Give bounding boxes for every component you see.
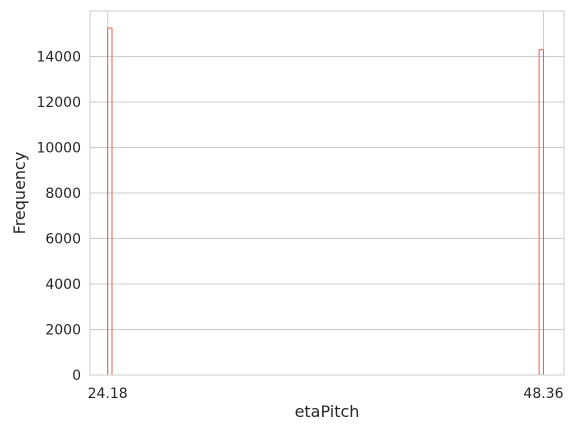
x-tick-labels: 24.18 48.36 — [88, 386, 564, 402]
histogram-bar — [107, 27, 113, 376]
y-tick-labels: 0 2000 4000 6000 8000 10000 12000 14000 — [36, 50, 81, 385]
y-tick-label: 10000 — [36, 141, 81, 157]
histogram-bar — [538, 49, 544, 376]
y-tick-label: 12000 — [36, 95, 81, 111]
y-tick-label: 14000 — [36, 50, 81, 66]
plot-frame — [89, 10, 565, 376]
histogram-bars — [107, 27, 544, 376]
y-tick-label: 6000 — [45, 232, 81, 248]
y-tick-label: 0 — [72, 368, 81, 384]
x-axis-label: etaPitch — [295, 402, 360, 421]
y-axis-label: Frequency — [10, 152, 29, 235]
y-tick-label: 4000 — [45, 277, 81, 293]
x-tick-label: 48.36 — [523, 386, 563, 402]
x-tick-label: 24.18 — [88, 386, 128, 402]
y-tick-label: 2000 — [45, 323, 81, 339]
y-gridlines — [90, 56, 564, 376]
y-tick-label: 8000 — [45, 186, 81, 202]
